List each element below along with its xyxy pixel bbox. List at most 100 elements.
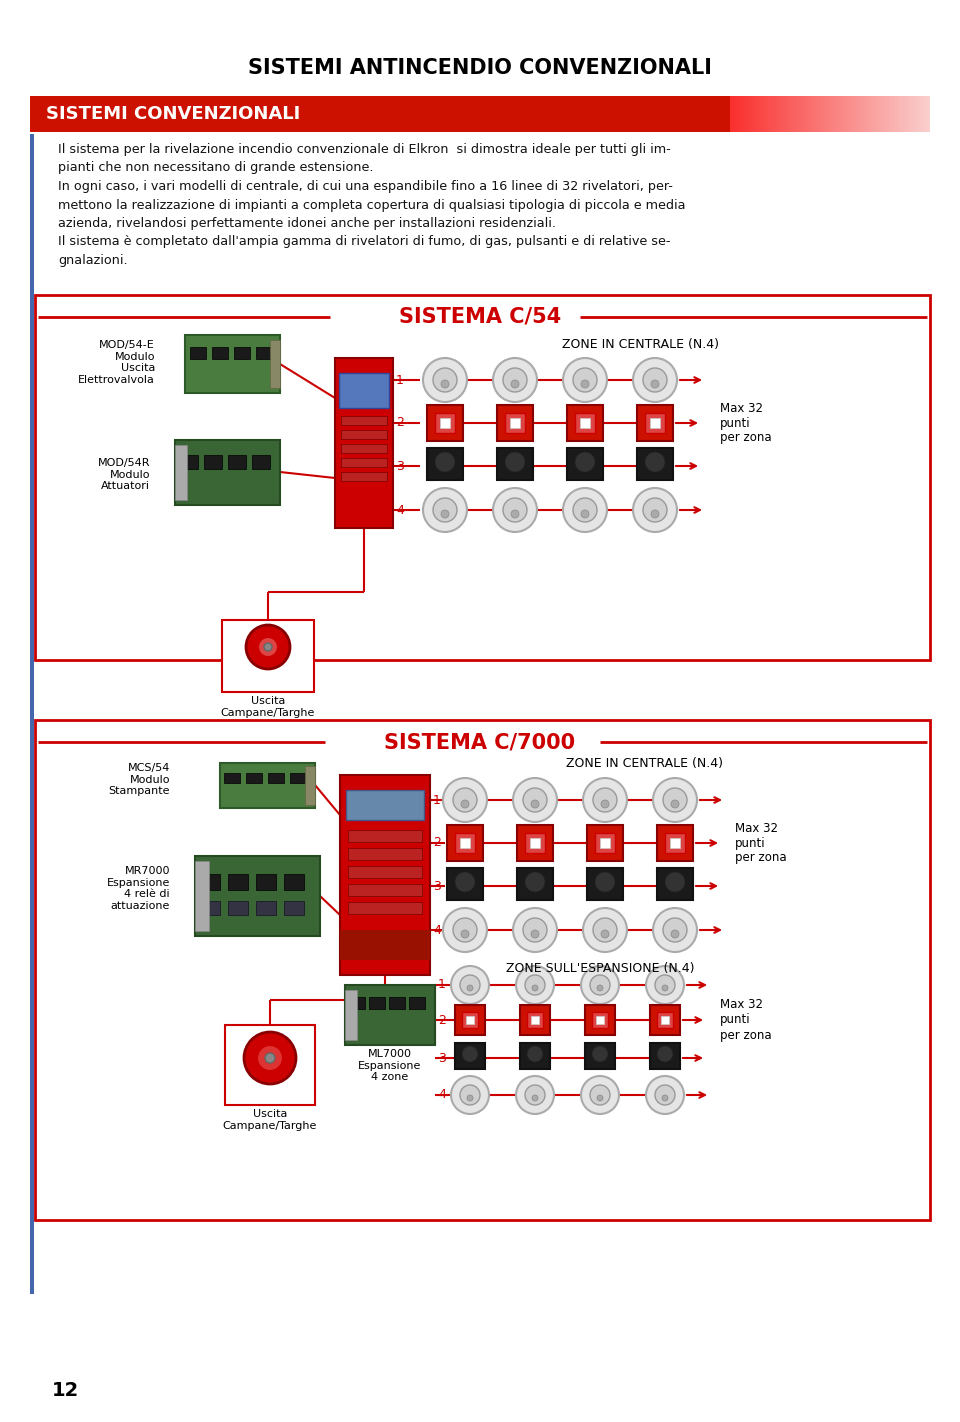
Bar (256, 347, 272, 358)
Bar (752, 97, 753, 132)
Circle shape (441, 380, 449, 388)
Bar (348, 884, 422, 896)
Bar (409, 997, 425, 1010)
Bar (920, 97, 921, 132)
Bar (580, 418, 590, 428)
Bar (870, 97, 871, 132)
Bar (585, 1042, 615, 1069)
Bar (228, 455, 246, 469)
Bar (743, 97, 744, 132)
Bar (773, 97, 774, 132)
Bar (793, 97, 794, 132)
Bar (466, 1015, 474, 1024)
Text: MCS/54
Modulo
Stampante: MCS/54 Modulo Stampante (108, 764, 170, 796)
Bar (921, 97, 923, 132)
Bar (789, 97, 790, 132)
Bar (813, 97, 814, 132)
Circle shape (601, 930, 609, 939)
Text: Max 32
punti
per zona: Max 32 punti per zona (720, 998, 772, 1041)
Bar (812, 97, 813, 132)
Bar (889, 97, 890, 132)
Bar (180, 455, 198, 469)
Bar (455, 833, 475, 853)
Circle shape (460, 975, 480, 995)
Circle shape (590, 1085, 610, 1105)
Text: 3: 3 (438, 1051, 445, 1065)
Bar (903, 97, 904, 132)
Bar (887, 97, 888, 132)
Bar (740, 97, 741, 132)
Text: Max 32
punti
per zona: Max 32 punti per zona (720, 401, 772, 445)
Bar (650, 418, 660, 428)
Bar (733, 97, 734, 132)
Bar (348, 848, 422, 860)
Bar (854, 97, 855, 132)
Bar (761, 97, 762, 132)
Circle shape (581, 1076, 619, 1113)
Bar (872, 97, 873, 132)
Bar (892, 97, 893, 132)
Text: SISTEMA C/54: SISTEMA C/54 (398, 307, 562, 327)
Text: pianti che non necessitano di grande estensione.: pianti che non necessitano di grande est… (58, 162, 373, 175)
Bar (732, 97, 733, 132)
Bar (252, 455, 270, 469)
Bar (863, 97, 864, 132)
Bar (742, 97, 743, 132)
Bar (811, 97, 812, 132)
Circle shape (523, 788, 547, 812)
Bar (531, 1015, 539, 1024)
Bar (795, 97, 796, 132)
Bar (739, 97, 740, 132)
Bar (862, 97, 863, 132)
Bar (867, 97, 868, 132)
Bar (596, 1015, 604, 1024)
Bar (427, 405, 463, 441)
Bar (848, 97, 849, 132)
Bar (866, 97, 867, 132)
Bar (806, 97, 807, 132)
Circle shape (244, 1032, 296, 1084)
Text: 3: 3 (433, 879, 441, 893)
Text: 4: 4 (438, 1088, 445, 1102)
Bar (917, 97, 918, 132)
Text: Il sistema è completato dall'ampia gamma di rivelatori di fumo, di gas, pulsanti: Il sistema è completato dall'ampia gamma… (58, 236, 670, 249)
Bar (335, 358, 393, 528)
Bar (809, 97, 810, 132)
Bar (268, 774, 284, 784)
Bar (910, 97, 911, 132)
Bar (747, 97, 748, 132)
Circle shape (505, 452, 525, 472)
Bar (228, 875, 248, 890)
Bar (657, 825, 693, 860)
Circle shape (575, 452, 595, 472)
Bar (730, 97, 732, 132)
Bar (894, 97, 895, 132)
Bar (800, 97, 801, 132)
Bar (778, 97, 780, 132)
Bar (823, 97, 824, 132)
Bar (758, 97, 759, 132)
Bar (928, 97, 929, 132)
Circle shape (455, 872, 475, 892)
Bar (341, 444, 387, 454)
Circle shape (525, 975, 545, 995)
Text: SISTEMA C/7000: SISTEMA C/7000 (384, 732, 576, 752)
Circle shape (441, 510, 449, 518)
Bar (879, 97, 880, 132)
Bar (827, 97, 828, 132)
Circle shape (467, 1095, 473, 1101)
Circle shape (525, 872, 545, 892)
Circle shape (513, 909, 557, 951)
Circle shape (527, 1047, 543, 1062)
Circle shape (643, 498, 667, 522)
Bar (348, 866, 422, 877)
Text: 12: 12 (52, 1381, 80, 1399)
Bar (339, 373, 389, 408)
Bar (819, 97, 820, 132)
Bar (818, 97, 819, 132)
Bar (757, 97, 758, 132)
Bar (760, 97, 761, 132)
Text: mettono la realizzazione di impianti a completa copertura di qualsiasi tipologia: mettono la realizzazione di impianti a c… (58, 199, 685, 212)
Circle shape (531, 930, 539, 939)
Bar (777, 97, 779, 132)
